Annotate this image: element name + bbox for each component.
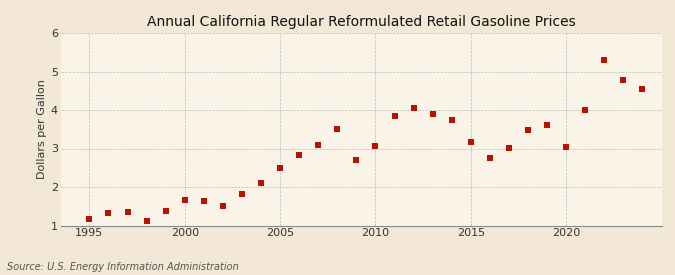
Point — [408, 106, 419, 111]
Text: Source: U.S. Energy Information Administration: Source: U.S. Energy Information Administ… — [7, 262, 238, 272]
Point — [389, 114, 400, 118]
Point — [103, 211, 114, 215]
Point — [599, 58, 610, 62]
Point — [522, 127, 533, 132]
Point — [275, 166, 286, 170]
Point — [217, 204, 228, 208]
Point — [294, 152, 304, 157]
Title: Annual California Regular Reformulated Retail Gasoline Prices: Annual California Regular Reformulated R… — [146, 15, 576, 29]
Point — [351, 158, 362, 162]
Point — [84, 216, 95, 221]
Point — [580, 108, 591, 112]
Point — [427, 112, 438, 116]
Point — [256, 181, 267, 185]
Point — [370, 144, 381, 148]
Point — [141, 219, 152, 223]
Point — [561, 144, 572, 149]
Point — [637, 87, 648, 91]
Point — [122, 210, 133, 214]
Point — [504, 146, 514, 150]
Y-axis label: Dollars per Gallon: Dollars per Gallon — [36, 79, 47, 179]
Point — [198, 199, 209, 204]
Point — [485, 156, 495, 160]
Point — [236, 191, 247, 196]
Point — [160, 209, 171, 213]
Point — [332, 127, 343, 131]
Point — [180, 198, 190, 203]
Point — [313, 143, 323, 148]
Point — [446, 117, 457, 122]
Point — [465, 140, 476, 144]
Point — [541, 123, 552, 128]
Point — [618, 77, 628, 82]
